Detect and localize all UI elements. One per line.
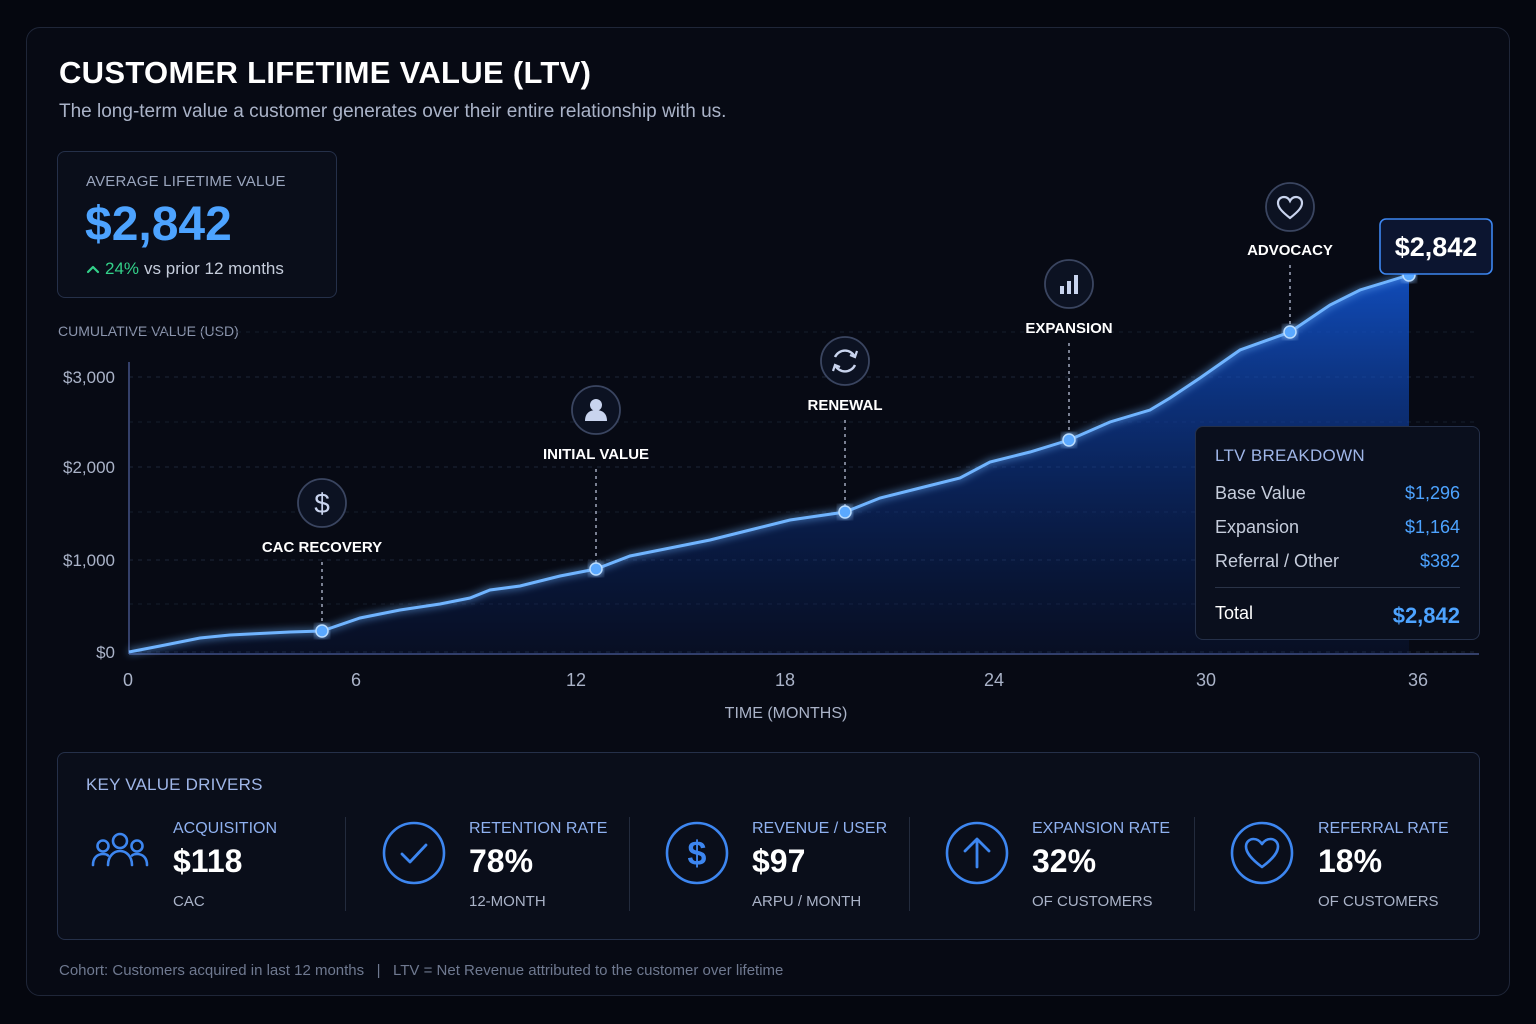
y-axis-label: CUMULATIVE VALUE (USD) bbox=[58, 323, 239, 339]
refresh-icon bbox=[820, 336, 870, 386]
x-tick-label: 12 bbox=[566, 670, 586, 690]
x-tick-label: 36 bbox=[1408, 670, 1428, 690]
check-circle-icon bbox=[382, 821, 446, 885]
driver-value: 78% bbox=[469, 843, 534, 879]
milestone-cac-recovery: $ CAC RECOVERY bbox=[262, 478, 382, 638]
driver-label: ACQUISITION bbox=[173, 820, 278, 837]
average-ltv-card: AVERAGE LIFETIME VALUE $2,842 24% vs pri… bbox=[57, 151, 337, 298]
y-tick-label: $0 bbox=[96, 643, 115, 662]
ltv-breakdown-panel: LTV BREAKDOWN Base Value $1,296 Expansio… bbox=[1195, 426, 1480, 640]
driver-separator bbox=[909, 817, 910, 911]
drivers-title: KEY VALUE DRIVERS bbox=[86, 775, 263, 794]
user-icon bbox=[571, 385, 621, 435]
end-value-label: $2,842 bbox=[1395, 232, 1478, 262]
breakdown-row-value: $1,296 bbox=[1404, 483, 1460, 503]
driver-value: 32% bbox=[1032, 843, 1097, 879]
page-title: CUSTOMER LIFETIME VALUE (LTV) bbox=[59, 55, 592, 90]
breakdown-row-label: Referral / Other bbox=[1215, 551, 1340, 571]
kpi-change-text: vs prior 12 months bbox=[144, 259, 284, 278]
driver-separator bbox=[629, 817, 630, 911]
end-value-callout: $2,842 bbox=[1379, 218, 1493, 275]
x-tick-label: 30 bbox=[1196, 670, 1216, 690]
users-icon bbox=[91, 832, 149, 867]
driver-label: REVENUE / USER bbox=[752, 820, 888, 837]
dollar-circle-icon: $ bbox=[665, 821, 729, 885]
driver-referral: REFERRAL RATE 18% OF CUSTOMERS bbox=[1230, 817, 1470, 913]
breakdown-row-value: $382 bbox=[1419, 551, 1460, 571]
milestone-point bbox=[1062, 433, 1076, 447]
arrow-up-icon bbox=[86, 265, 100, 274]
ltv-area bbox=[129, 275, 1409, 654]
x-tick-label: 24 bbox=[984, 670, 1004, 690]
breakdown-total-row: Total $2,842 bbox=[1215, 603, 1460, 629]
dollar-icon: $ bbox=[297, 478, 347, 528]
milestone-point bbox=[315, 624, 329, 638]
milestone-label: CAC RECOVERY bbox=[262, 539, 382, 556]
breakdown-divider bbox=[1215, 587, 1460, 588]
breakdown-row: Expansion $1,164 bbox=[1215, 517, 1460, 538]
svg-text:$: $ bbox=[688, 835, 707, 873]
kpi-value: $2,842 bbox=[85, 198, 232, 251]
milestone-label: ADVOCACY bbox=[1247, 242, 1333, 259]
driver-acquisition: ACQUISITION $118 CAC bbox=[88, 817, 348, 913]
driver-revenue: $ REVENUE / USER $97 ARPU / MONTH bbox=[665, 817, 925, 913]
driver-retention: RETENTION RATE 78% 12-MONTH bbox=[382, 817, 642, 913]
footer-note: Cohort: Customers acquired in last 12 mo… bbox=[59, 962, 784, 979]
milestone-advocacy: ADVOCACY bbox=[1247, 182, 1333, 339]
driver-value: 18% bbox=[1318, 843, 1383, 879]
arrow-up-circle-icon bbox=[945, 821, 1009, 885]
driver-sub: OF CUSTOMERS bbox=[1032, 893, 1153, 910]
milestone-point bbox=[589, 562, 603, 576]
breakdown-title: LTV BREAKDOWN bbox=[1215, 446, 1365, 465]
breakdown-row: Referral / Other $382 bbox=[1215, 551, 1460, 572]
svg-text:$: $ bbox=[314, 488, 330, 519]
x-tick-label: 0 bbox=[123, 670, 133, 690]
milestone-label: RENEWAL bbox=[808, 397, 883, 414]
driver-label: RETENTION RATE bbox=[469, 820, 608, 837]
key-value-drivers-panel: KEY VALUE DRIVERS ACQUISITION $118 CAC R… bbox=[57, 752, 1480, 940]
milestone-point bbox=[1283, 325, 1297, 339]
breakdown-total-label: Total bbox=[1215, 603, 1254, 623]
milestone-label: INITIAL VALUE bbox=[543, 446, 649, 463]
x-axis-label: TIME (MONTHS) bbox=[725, 705, 848, 722]
breakdown-row-label: Expansion bbox=[1215, 517, 1300, 537]
ltv-line bbox=[128, 273, 1410, 654]
breakdown-row-label: Base Value bbox=[1215, 483, 1306, 503]
driver-sub: OF CUSTOMERS bbox=[1318, 893, 1439, 910]
kpi-change-pct: 24% bbox=[105, 259, 140, 278]
milestone-initial-value: INITIAL VALUE bbox=[543, 385, 649, 576]
milestone-expansion: EXPANSION bbox=[1025, 259, 1113, 447]
heart-icon bbox=[1265, 182, 1315, 232]
driver-label: REFERRAL RATE bbox=[1318, 820, 1449, 837]
driver-separator bbox=[1194, 817, 1195, 911]
driver-value: $118 bbox=[173, 843, 243, 879]
kpi-label: AVERAGE LIFETIME VALUE bbox=[86, 173, 286, 190]
breakdown-row: Base Value $1,296 bbox=[1215, 483, 1460, 504]
driver-expansion: EXPANSION RATE 32% OF CUSTOMERS bbox=[945, 817, 1205, 913]
y-tick-label: $1,000 bbox=[63, 551, 115, 570]
driver-sub: 12-MONTH bbox=[469, 893, 546, 910]
heart-circle-icon bbox=[1230, 821, 1294, 885]
driver-sub: CAC bbox=[173, 893, 205, 910]
milestone-renewal: RENEWAL bbox=[808, 336, 883, 519]
driver-label: EXPANSION RATE bbox=[1032, 820, 1171, 837]
milestone-point bbox=[838, 505, 852, 519]
bar-chart-icon bbox=[1044, 259, 1094, 309]
kpi-change: 24% vs prior 12 months bbox=[86, 259, 284, 279]
x-tick-label: 18 bbox=[775, 670, 795, 690]
driver-value: $97 bbox=[752, 843, 806, 879]
breakdown-row-value: $1,164 bbox=[1404, 517, 1460, 537]
y-tick-label: $3,000 bbox=[63, 368, 115, 387]
x-tick-label: 6 bbox=[351, 670, 361, 690]
breakdown-total-value: $2,842 bbox=[1392, 603, 1460, 628]
driver-sub: ARPU / MONTH bbox=[752, 893, 862, 910]
y-tick-label: $2,000 bbox=[63, 458, 115, 477]
driver-separator bbox=[345, 817, 346, 911]
milestone-label: EXPANSION bbox=[1025, 320, 1112, 337]
page-subtitle: The long-term value a customer generates… bbox=[59, 101, 727, 122]
